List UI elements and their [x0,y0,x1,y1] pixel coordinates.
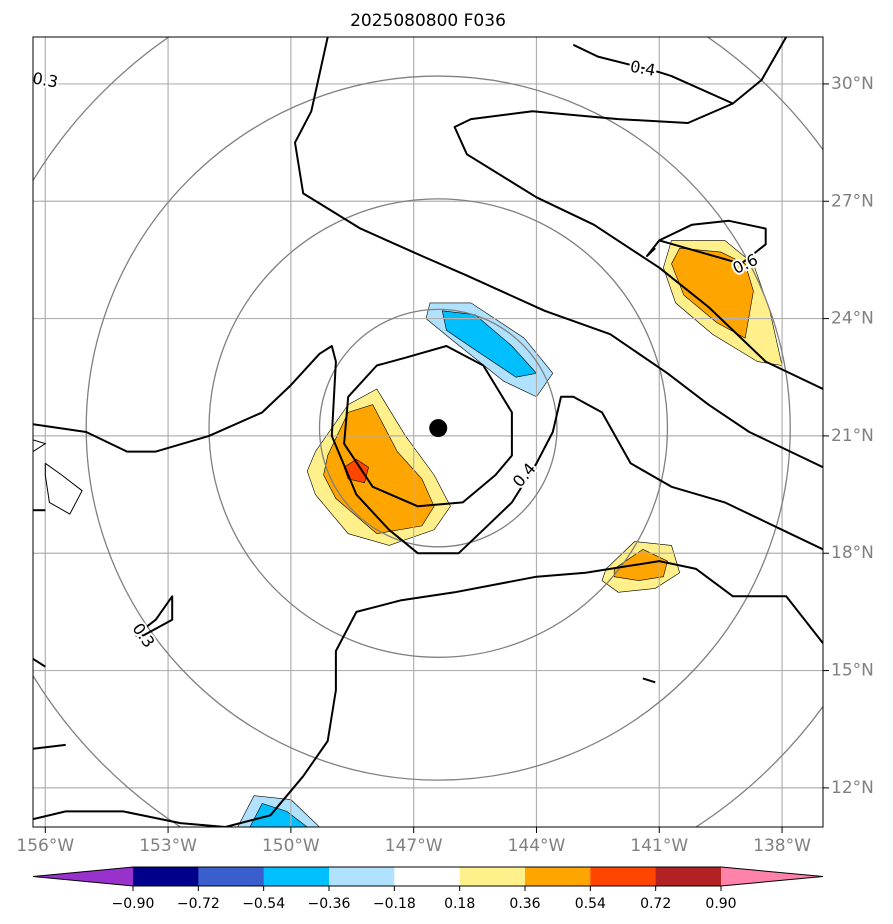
x-tick-label: 144°W [508,836,566,856]
plot-frame [32,36,824,828]
contour-line [453,102,823,390]
y-tick-label: 15°N [831,661,874,681]
contour-line [294,37,823,469]
contour-line [33,743,66,750]
colorbar: −0.90 −0.72 −0.54 −0.36 −0.18 0.18 0.36 0.54 0.7… [32,866,824,912]
contour-line [343,345,513,508]
y-axis-ticks: 12°N 15°N 18°N 21°N 24°N 27°N 30°N [823,74,874,798]
colorbar-label: 0.36 [509,896,540,912]
x-axis-ticks: 156°W 153°W 150°W 147°W 144°W 141°W 138°W [16,827,811,856]
colorbar-label: 0.18 [444,896,475,912]
contour-line [33,560,823,827]
shaded-region-blue-cell-north [441,310,538,378]
x-tick-label: 138°W [753,836,811,856]
x-tick-label: 147°W [385,836,443,856]
colorbar-segment [525,867,591,886]
shaded-region-blue-cell-south [249,803,308,827]
coastline [44,462,83,515]
colorbar-label: 0.72 [640,896,671,912]
contour-line [642,677,656,684]
x-tick-label: 150°W [262,836,320,856]
colorbar-extend-high [721,867,823,886]
center-marker [429,419,448,438]
colorbar-segment [394,867,461,886]
colorbar-label: 0.90 [705,896,736,912]
plot-area: 0.30.40.60.40.3 [33,37,823,827]
colorbar-segment [590,867,657,886]
plot-background [33,37,823,827]
coastline [33,439,47,453]
x-tick-label: 156°W [16,836,74,856]
shaded-region-orange-cell-northeast [671,247,754,339]
contour-line [646,219,767,265]
contour-line [572,37,788,105]
colorbar-label: −0.54 [242,896,285,912]
range-ring [208,198,669,658]
colorbar-segment [329,867,395,886]
y-tick-label: 30°N [831,74,874,94]
colorbar-segment [459,867,526,886]
colorbar-segment [133,867,199,886]
y-tick-label: 21°N [831,426,874,446]
colorbar-segment [198,867,265,886]
contour-line [33,657,46,668]
colorbar-segment [655,867,722,886]
colorbar-label: −0.36 [308,896,351,912]
chart-title: 2025080800 F036 [350,11,506,31]
y-tick-label: 18°N [831,543,874,563]
gridlines [33,37,823,827]
colorbar-label: −0.18 [373,896,416,912]
colorbar-label: 0.54 [575,896,606,912]
contour-line [134,595,174,637]
x-tick-label: 153°W [139,836,197,856]
colorbar-label: −0.90 [112,896,155,912]
range-ring [85,75,791,781]
y-tick-label: 12°N [831,778,874,798]
contour-lines [33,37,823,827]
range-rings [33,37,823,827]
shaded-fields [237,240,783,827]
colorbar-extend-low [33,867,133,886]
range-ring [318,308,558,548]
y-tick-label: 24°N [831,309,874,329]
contour-line [33,345,823,555]
storm-center-dot [429,419,448,438]
coastlines [33,439,83,515]
colorbar-label: −0.72 [177,896,220,912]
x-tick-label: 141°W [630,836,688,856]
colorbar-segment [263,867,330,886]
y-tick-label: 27°N [831,191,874,211]
